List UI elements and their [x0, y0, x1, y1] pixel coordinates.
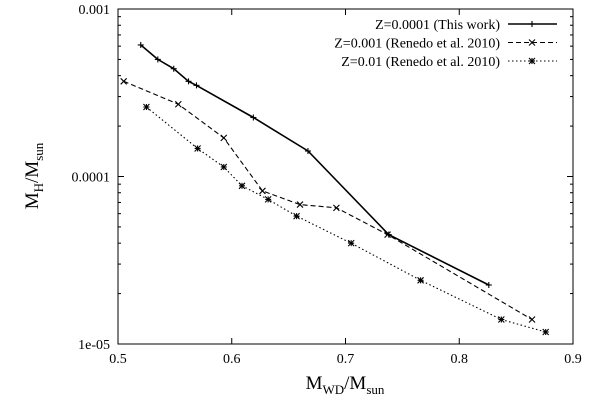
data-point-series-3 — [497, 316, 505, 323]
y-tick-label: 1e-05 — [78, 338, 110, 353]
y-axis-title-mid: /M — [22, 161, 43, 183]
series-line-3 — [146, 106, 546, 333]
x-tick-label: 0.5 — [109, 352, 127, 367]
data-point-series-1 — [137, 41, 144, 48]
legend-label: Z=0.01 (Renedo et al. 2010) — [341, 55, 500, 70]
data-point-series-1 — [250, 114, 257, 121]
data-point-series-2 — [120, 77, 128, 85]
x-tick-label: 0.9 — [564, 352, 582, 367]
data-point-series-2 — [528, 316, 536, 323]
x-axis-title-sub-sun: sun — [366, 382, 385, 397]
legend-marker — [528, 39, 536, 46]
data-point-series-2 — [296, 201, 304, 208]
x-tick-label: 0.7 — [337, 352, 355, 367]
legend-marker — [528, 57, 536, 65]
series-markers — [120, 41, 550, 336]
data-point-series-1 — [193, 82, 200, 89]
data-point-series-1 — [304, 147, 311, 154]
x-axis-title-mid: /M — [344, 373, 366, 394]
y-axis-title-main: M — [22, 192, 43, 209]
data-point-series-1 — [385, 231, 392, 238]
x-axis-title-sub-wd: WD — [322, 382, 344, 397]
y-axis-title-sub-sun: sun — [31, 142, 46, 161]
x-tick-label: 0.8 — [451, 352, 469, 367]
data-point-series-2 — [333, 204, 340, 212]
legend-label: Z=0.0001 (This work) — [375, 18, 500, 33]
data-point-series-3 — [238, 182, 246, 190]
data-point-series-2 — [220, 134, 228, 142]
data-point-series-2 — [259, 187, 266, 195]
data-point-series-3 — [347, 239, 355, 247]
data-point-series-1 — [185, 78, 192, 85]
data-point-series-3 — [293, 212, 300, 220]
legend: Z=0.0001 (This work) Z=0.001 (Renedo et a… — [334, 18, 557, 70]
data-point-series-2 — [174, 100, 182, 108]
x-axis-title: MWD/Msun — [306, 373, 385, 397]
data-point-series-3 — [542, 328, 550, 336]
data-point-series-3 — [220, 163, 228, 171]
series-line-2 — [123, 80, 533, 320]
data-point-series-3 — [417, 276, 424, 284]
data-point-series-1 — [170, 65, 177, 72]
axis-ticks: 0.5 0.6 0.7 0.8 0.9 1e-05 0.0001 0.001 — [72, 3, 582, 367]
data-point-series-1 — [154, 56, 161, 63]
legend-label: Z=0.001 (Renedo et al. 2010) — [334, 37, 500, 52]
y-tick-label: 0.0001 — [72, 171, 111, 186]
series-lines — [123, 44, 546, 333]
y-tick-label: 0.001 — [79, 3, 111, 18]
data-point-series-1 — [485, 282, 492, 289]
x-tick-label: 0.6 — [223, 352, 241, 367]
data-point-series-3 — [143, 103, 150, 111]
legend-marker — [529, 21, 535, 27]
y-axis-title-sub-h: H — [31, 183, 46, 192]
data-point-series-3 — [194, 145, 202, 152]
data-point-series-2 — [384, 231, 391, 238]
data-point-series-3 — [264, 196, 272, 203]
y-axis-title: MH/Msun — [22, 142, 46, 209]
series-line-1 — [140, 44, 490, 286]
x-axis-title-main: M — [306, 373, 323, 394]
